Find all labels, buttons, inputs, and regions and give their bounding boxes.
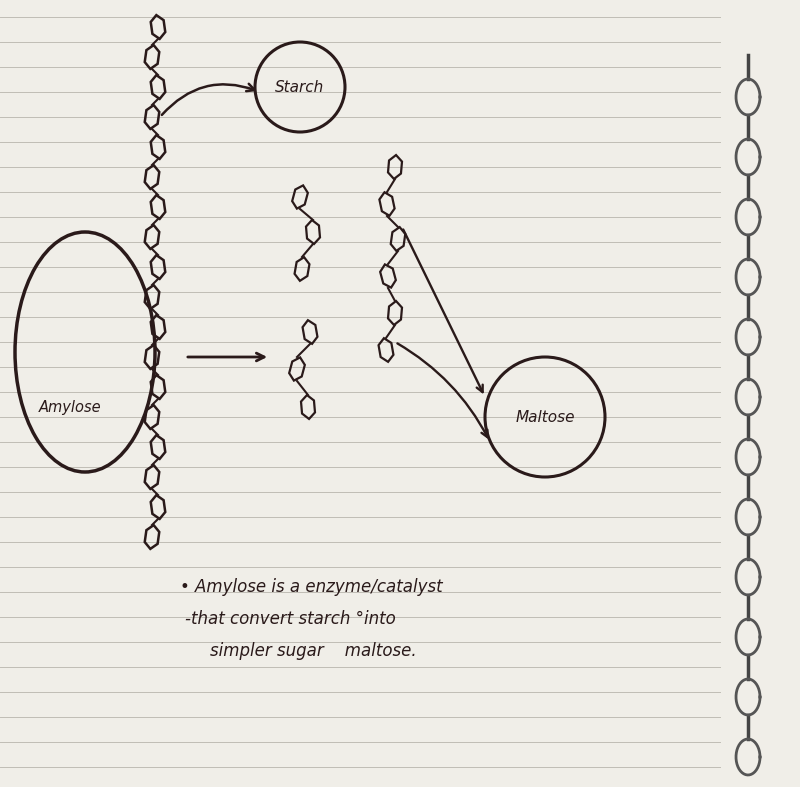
Text: Amylose: Amylose xyxy=(38,400,102,415)
Text: simpler sugar    maltose.: simpler sugar maltose. xyxy=(210,642,417,660)
Text: Maltose: Maltose xyxy=(515,409,574,424)
Text: • Amylose is a enzyme/catalyst: • Amylose is a enzyme/catalyst xyxy=(180,578,442,596)
Text: Starch: Starch xyxy=(275,79,325,94)
Text: -that convert starch °into: -that convert starch °into xyxy=(185,610,396,628)
